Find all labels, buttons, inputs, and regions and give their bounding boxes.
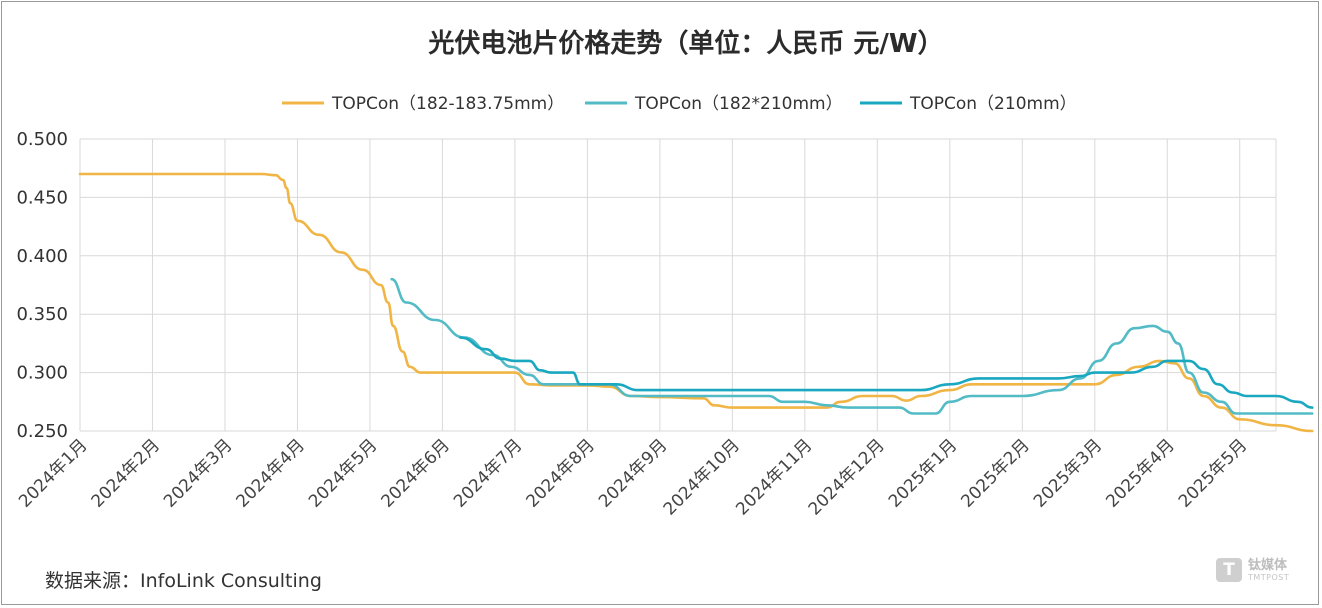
y-axis-ticks: 0.500 0.450 0.400 0.350 0.300 0.250 (16, 129, 68, 442)
y-tick-label: 0.350 (16, 304, 68, 325)
x-tick-label: 2024年12月 (805, 435, 889, 519)
series-line (78, 172, 1314, 433)
y-tick-label: 0.250 (16, 421, 68, 442)
grid-lines (79, 138, 1277, 432)
y-tick-label: 0.450 (16, 187, 68, 208)
legend: TOPCon（182-183.75mm） TOPCon（182*210mm） TOP… (282, 94, 1077, 114)
x-tick-label: 2025年2月 (957, 435, 1033, 511)
series-line (390, 277, 1314, 415)
tmtpost-watermark: T 钛媒体 TMTPOST (1216, 558, 1289, 582)
chart-title: 光伏电池片价格走势（单位：人民币 元/W） (427, 28, 943, 59)
series-line (459, 336, 1314, 409)
x-tick-label: 2025年1月 (885, 435, 961, 511)
x-tick-label: 2025年3月 (1030, 435, 1106, 511)
x-tick-label: 2024年4月 (233, 435, 309, 511)
x-tick-label: 2024年8月 (522, 435, 598, 511)
legend-item: TOPCon（210mm） (860, 94, 1077, 114)
legend-item: TOPCon（182-183.75mm） (282, 94, 564, 114)
legend-label: TOPCon（182*210mm） (634, 94, 843, 114)
x-tick-label: 2024年9月 (595, 435, 671, 511)
x-tick-label: 2025年5月 (1175, 435, 1251, 511)
legend-label: TOPCon（210mm） (909, 94, 1077, 114)
series-lines (78, 172, 1314, 433)
x-tick-label: 2024年1月 (15, 435, 91, 511)
x-tick-label: 2024年10月 (660, 435, 744, 519)
y-tick-label: 0.400 (16, 246, 68, 267)
watermark-en: TMTPOST (1248, 572, 1290, 582)
tmtpost-logo-icon: T (1216, 558, 1242, 582)
legend-label: TOPCon（182-183.75mm） (331, 94, 564, 114)
x-tick-label: 2024年2月 (88, 435, 164, 511)
x-tick-label: 2025年4月 (1102, 435, 1178, 511)
price-trend-chart: 光伏电池片价格走势（单位：人民币 元/W） TOPCon（182-183.75m… (15, 28, 1314, 519)
data-source-note: 数据来源：InfoLink Consulting (45, 570, 322, 592)
y-tick-label: 0.500 (16, 129, 68, 150)
legend-item: TOPCon（182*210mm） (585, 94, 843, 114)
x-tick-label: 2024年6月 (378, 435, 454, 511)
watermark-cn: 钛媒体 (1248, 557, 1288, 573)
x-tick-label: 2024年5月 (305, 435, 381, 511)
y-tick-label: 0.300 (16, 363, 68, 384)
x-axis-ticks: 2024年1月2024年2月2024年3月2024年4月2024年5月2024年… (15, 435, 1251, 519)
x-tick-label: 2024年3月 (160, 435, 236, 511)
x-tick-label: 2024年11月 (732, 435, 816, 519)
x-tick-label: 2024年7月 (450, 435, 526, 511)
